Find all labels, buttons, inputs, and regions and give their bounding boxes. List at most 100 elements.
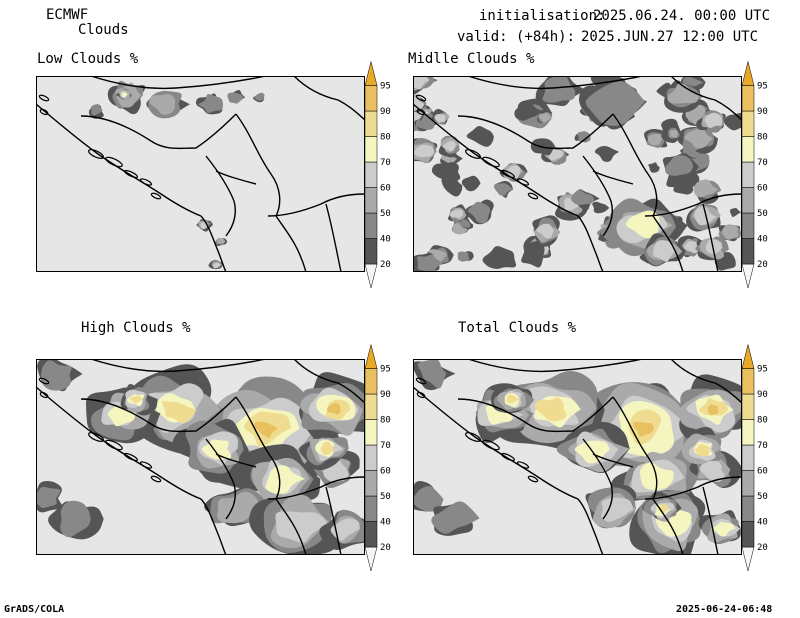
country-border <box>702 486 719 555</box>
cloud-cover-area <box>521 241 545 268</box>
island-outline <box>88 432 104 442</box>
cloud-cover-area <box>457 251 470 262</box>
colorbar-segment <box>741 546 755 572</box>
colorbar-segment <box>364 344 378 369</box>
colorbar-label: 70 <box>757 441 768 451</box>
country-border <box>80 113 237 150</box>
colorbar-label: 70 <box>380 158 391 168</box>
colorbar-label: 90 <box>380 390 391 400</box>
cloud-cover-area <box>467 201 491 224</box>
cloud-cover-area <box>585 81 645 126</box>
colorbar-label: 40 <box>757 518 768 528</box>
colorbar-label: 40 <box>757 235 768 245</box>
map-panel-high <box>36 359 365 555</box>
footer-timestamp: 2025-06-24-06:48 <box>676 604 773 615</box>
cloud-cover-area <box>592 201 610 214</box>
cloud-cover-area <box>704 112 723 129</box>
country-border <box>413 103 579 217</box>
cloud-cover-area <box>534 397 567 422</box>
colorbar-segment <box>364 470 378 497</box>
colorbar-label: 60 <box>380 184 391 194</box>
map-panel-total <box>413 359 742 555</box>
island-outline <box>500 169 516 179</box>
colorbar-segment <box>364 419 378 446</box>
colorbar-segment <box>364 85 378 112</box>
colorbar-segment <box>741 263 755 289</box>
country-border <box>612 113 684 272</box>
island-outline <box>139 178 153 186</box>
borders-layer <box>36 359 365 555</box>
cloud-cover-area <box>713 521 736 537</box>
cloud-cover-area <box>648 162 660 173</box>
colorbar-segment <box>364 161 378 188</box>
cloud-cover-area <box>36 486 61 508</box>
island-outline <box>88 149 104 159</box>
cloud-cover-area <box>198 94 224 114</box>
cloud-cover-area <box>705 239 723 254</box>
island-outline <box>527 192 539 200</box>
island-outline <box>105 439 123 451</box>
cloud-cover-area <box>265 465 306 494</box>
country-border <box>235 396 307 555</box>
colorbar-label: 80 <box>380 416 391 426</box>
cloud-cover-area <box>577 131 591 143</box>
colorbar-label: 40 <box>380 518 391 528</box>
cloud-cover-area <box>536 223 554 239</box>
country-border <box>670 359 742 404</box>
map-panel-middle <box>413 76 742 272</box>
cloud-cover-area <box>326 403 341 415</box>
country-border <box>205 438 236 520</box>
cloud-cover-area <box>684 127 713 149</box>
country-border <box>293 76 365 121</box>
colorbar-segment <box>741 212 755 239</box>
cloud-cover-area <box>201 439 232 460</box>
cloud-cover-area <box>542 76 576 103</box>
colorbar-label: 20 <box>757 543 768 553</box>
country-border <box>36 103 202 217</box>
cloud-cover-area <box>730 208 742 217</box>
colorbar-label: 50 <box>757 492 768 502</box>
colorbar-segment <box>364 110 378 137</box>
cloud-cover-area <box>633 421 654 437</box>
cloud-cover-area <box>669 129 679 139</box>
country-border <box>644 476 742 500</box>
country-border <box>200 498 227 555</box>
country-border <box>644 193 742 217</box>
colorbar-segment <box>364 136 378 163</box>
borders-layer <box>413 76 742 272</box>
cloud-cover-area <box>707 404 719 416</box>
cloud-cover-area <box>130 395 143 404</box>
colorbar-label: 50 <box>757 209 768 219</box>
colorbar-segment <box>741 368 755 395</box>
cloud-cover-area <box>694 443 710 457</box>
country-border <box>205 155 236 237</box>
cloud-layer <box>88 80 265 270</box>
island-outline <box>465 432 481 442</box>
cloud-cover-area <box>673 176 696 195</box>
colorbar-label: 60 <box>757 184 768 194</box>
cloud-cover-area <box>699 459 725 482</box>
island-outline <box>39 391 49 399</box>
island-outline <box>516 178 530 186</box>
colorbar-label: 80 <box>757 416 768 426</box>
colorbar-segment <box>741 187 755 214</box>
colorbar-segment <box>741 85 755 112</box>
cloud-cover-area <box>416 254 444 272</box>
colorbar-label: 40 <box>380 235 391 245</box>
island-outline <box>415 377 427 385</box>
country-border <box>267 193 365 217</box>
cloud-cover-area <box>320 441 334 455</box>
cloud-cover-area <box>216 238 226 244</box>
country-border <box>467 359 644 373</box>
country-border <box>215 170 257 185</box>
colorbar-segment <box>741 521 755 548</box>
country-border <box>577 215 604 272</box>
colorbar-segment <box>364 521 378 548</box>
map-panel-low <box>36 76 365 272</box>
borders-layer <box>413 359 742 555</box>
cloud-cover-area <box>413 96 425 111</box>
colorbar-label: 50 <box>380 492 391 502</box>
cloud-cover-area <box>413 76 430 90</box>
cloud-cover-area <box>493 183 513 196</box>
cloud-cover-area <box>721 224 739 240</box>
